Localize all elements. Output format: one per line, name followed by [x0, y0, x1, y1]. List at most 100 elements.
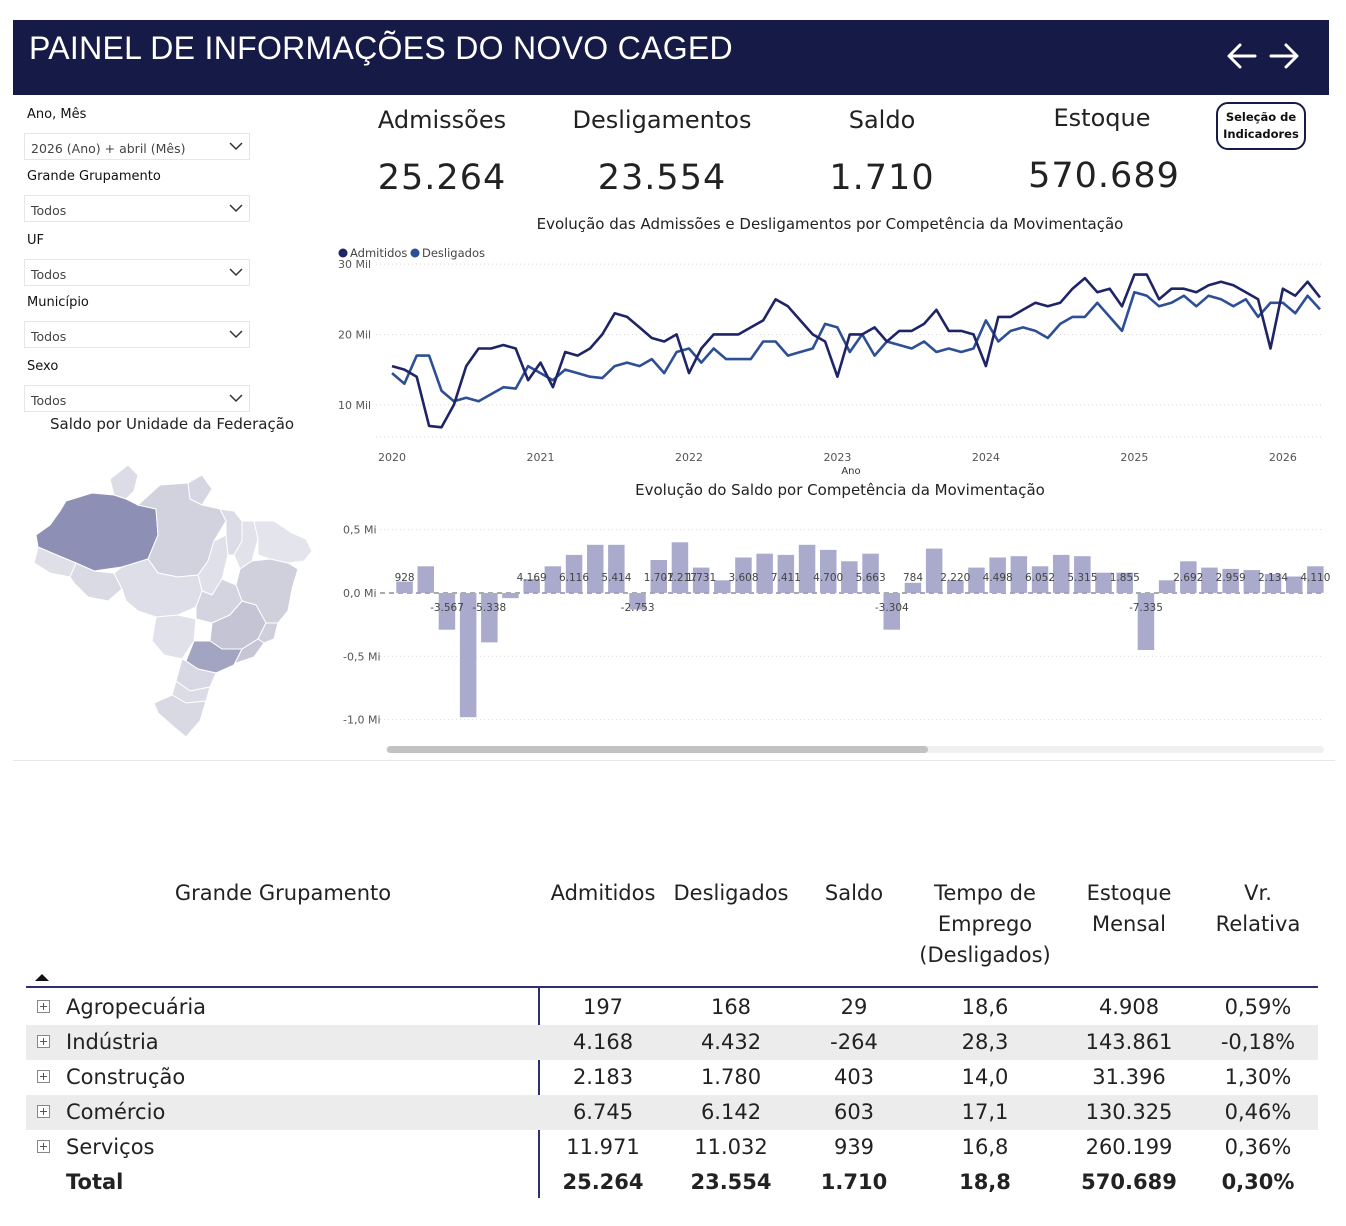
table-row[interactable]: Agropecuária 197 168 29 18,6 4.908 0,59%: [26, 990, 1318, 1025]
arrow-right-icon[interactable]: [1267, 38, 1301, 74]
saldo-bar[interactable]: [968, 567, 985, 593]
saldo-bar[interactable]: [1264, 574, 1282, 593]
saldo-bar[interactable]: [1095, 572, 1112, 593]
saldo-bar[interactable]: [1116, 572, 1134, 593]
saldo-bar[interactable]: [777, 554, 795, 593]
map-state-mato-grosso-do-sul[interactable]: [151, 614, 197, 660]
saldo-bar[interactable]: [565, 554, 583, 593]
filter-dropdown-uf[interactable]: Todos: [24, 259, 250, 286]
cell-estoque: 4.908: [1098, 995, 1160, 1019]
expand-plus-icon[interactable]: [37, 1140, 50, 1153]
header-estoque-mensal[interactable]: Estoque Mensal: [1064, 878, 1194, 940]
saldo-bar[interactable]: [1031, 566, 1049, 593]
table-row[interactable]: Construção 2.183 1.780 403 14,0 31.396 1,30%: [26, 1060, 1318, 1095]
filter-dropdown-ano-mes[interactable]: 2026 (Ano) + abril (Mês): [24, 133, 250, 160]
map-state-rondonia[interactable]: [69, 562, 123, 602]
saldo-bar[interactable]: [883, 593, 901, 630]
series-line-desligados[interactable]: [391, 290, 1321, 403]
expand-plus-icon[interactable]: [37, 1070, 50, 1083]
saldo-bar[interactable]: [904, 582, 922, 593]
expand-plus-icon[interactable]: [37, 1035, 50, 1048]
map-state-ceara-rn-pb-pe-al-se[interactable]: [253, 520, 313, 564]
saldo-bar[interactable]: [502, 593, 519, 599]
header-vr-relativa[interactable]: Vr. Relativa: [1196, 878, 1320, 940]
saldo-bar[interactable]: [459, 593, 477, 718]
filter-dropdown-municipio[interactable]: Todos: [24, 321, 250, 348]
header-desligados[interactable]: Desligados: [673, 881, 789, 905]
saldo-bar[interactable]: [820, 549, 837, 593]
saldo-bar[interactable]: [862, 553, 879, 593]
saldo-bar[interactable]: [692, 567, 710, 593]
total-label: Total: [66, 1170, 124, 1194]
cell-saldo: -264: [830, 1030, 878, 1054]
table-row[interactable]: Serviços 11.971 11.032 939 16,8 260.199 0,36%: [26, 1130, 1318, 1165]
saldo-bar[interactable]: [629, 593, 646, 610]
saldo-bar[interactable]: [608, 544, 625, 593]
header-grande-grupamento[interactable]: Grande Grupamento: [174, 881, 392, 905]
saldo-bar[interactable]: [841, 561, 858, 593]
indicator-button-line2: Indicadores: [1223, 127, 1299, 141]
saldo-bar[interactable]: [735, 557, 752, 594]
kpi-estoque-label: Estoque: [1053, 104, 1151, 132]
saldo-bar[interactable]: [925, 548, 943, 593]
saldo-bar[interactable]: [587, 544, 604, 593]
legend-label-desligados[interactable]: Desligados: [422, 246, 485, 260]
header-tempo-emprego[interactable]: Tempo de Emprego (Desligados): [910, 878, 1060, 971]
header-admitidos[interactable]: Admitidos: [550, 881, 656, 905]
arrow-left-icon[interactable]: [1225, 38, 1259, 74]
map-state-roraima[interactable]: [109, 464, 139, 500]
map-state-rio-grande-do-sul[interactable]: [153, 694, 207, 738]
saldo-bar[interactable]: [544, 566, 562, 593]
kpi-desligamentos-value: 23.554: [597, 158, 727, 198]
legend-label-admitidos[interactable]: Admitidos: [350, 246, 407, 260]
saldo-bar[interactable]: [714, 580, 731, 593]
indicator-selection-button[interactable]: Seleção de Indicadores: [1216, 102, 1306, 150]
saldo-bar[interactable]: [1074, 556, 1091, 593]
saldo-bar[interactable]: [671, 542, 689, 593]
cell-vr: 0,36%: [1224, 1135, 1292, 1159]
saldo-bar[interactable]: [947, 580, 964, 593]
bar-data-label: 784: [903, 572, 923, 584]
header-tempo-line1: Tempo de: [934, 881, 1036, 905]
saldo-bar[interactable]: [1286, 576, 1303, 594]
saldo-bar[interactable]: [798, 544, 816, 593]
table-row[interactable]: Indústria 4.168 4.432 -264 28,3 143.861 -0,18%: [26, 1025, 1318, 1060]
filter-dropdown-grande-grupamento[interactable]: Todos: [24, 195, 250, 222]
sort-ascending-icon[interactable]: [34, 972, 50, 982]
saldo-bar[interactable]: [417, 566, 435, 593]
saldo-bar[interactable]: [1053, 554, 1070, 593]
map-state-espirito-santo[interactable]: [257, 622, 279, 644]
saldo-bar[interactable]: [523, 579, 540, 593]
saldo-bar[interactable]: [1222, 568, 1239, 593]
row-group-name: Serviços: [66, 1135, 155, 1159]
bar-data-label: 2.959: [1216, 572, 1246, 584]
filter-label-municipio: Município: [27, 295, 89, 310]
horizontal-scrollbar-thumb[interactable]: [387, 746, 928, 753]
saldo-bar[interactable]: [1243, 570, 1261, 593]
saldo-bar[interactable]: [396, 581, 413, 593]
map-state-rio-de-janeiro[interactable]: [233, 638, 265, 666]
saldo-bar[interactable]: [1180, 561, 1197, 593]
saldo-bar[interactable]: [481, 593, 498, 643]
saldo-bar[interactable]: [1137, 593, 1155, 650]
bar-data-label: 1.855: [1110, 572, 1140, 584]
legend-marker-desligados[interactable]: [410, 248, 420, 258]
series-line-admitidos[interactable]: [391, 273, 1322, 429]
saldo-bar[interactable]: [756, 553, 773, 593]
bar-data-label: 7.411: [771, 572, 801, 584]
table-row[interactable]: Comércio 6.745 6.142 603 17,1 130.325 0,46%: [26, 1095, 1318, 1130]
bar-data-label: 6.116: [559, 572, 589, 584]
saldo-bar[interactable]: [650, 560, 668, 593]
bar-data-label: -7.335: [1129, 602, 1163, 614]
saldo-bar[interactable]: [1158, 580, 1176, 593]
saldo-bar[interactable]: [438, 593, 456, 630]
expand-plus-icon[interactable]: [37, 1105, 50, 1118]
header-saldo[interactable]: Saldo: [824, 881, 884, 905]
expand-plus-icon[interactable]: [37, 1000, 50, 1013]
saldo-bar[interactable]: [1307, 566, 1324, 593]
legend-marker-admitidos[interactable]: [338, 248, 348, 258]
filter-dropdown-sexo[interactable]: Todos: [24, 385, 250, 412]
saldo-bar[interactable]: [1010, 556, 1028, 593]
saldo-bar[interactable]: [1201, 567, 1218, 593]
saldo-bar[interactable]: [989, 557, 1006, 594]
